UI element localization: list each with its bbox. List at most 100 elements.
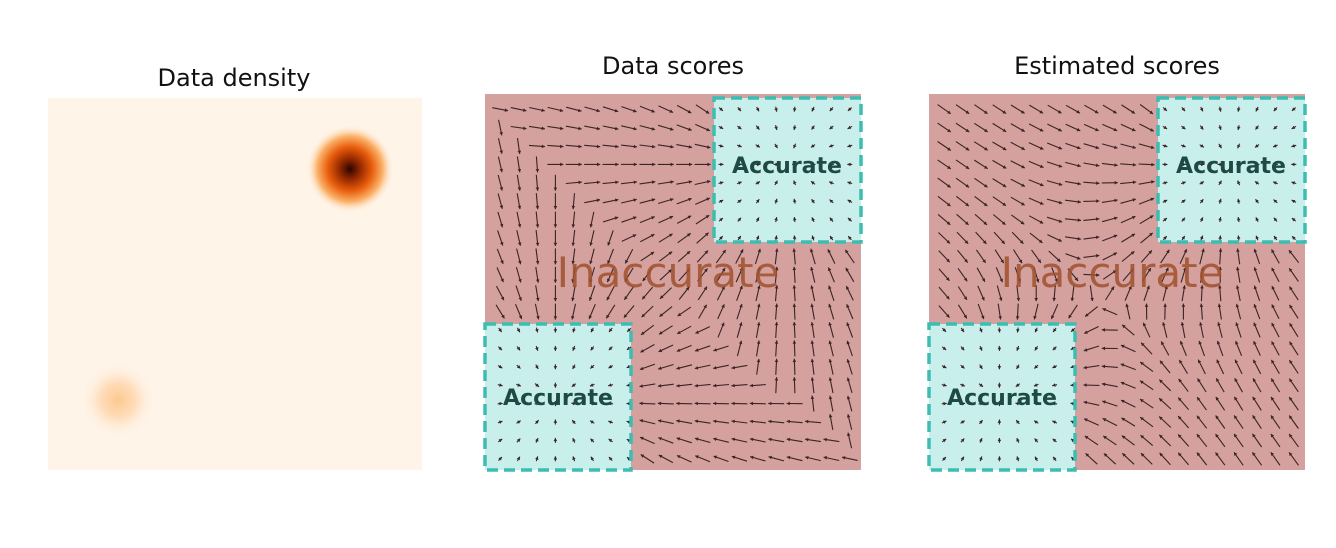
score-arrow-head — [979, 383, 983, 387]
score-arrow-head — [757, 303, 761, 308]
score-arrow-head — [1252, 415, 1256, 419]
score-arrow-head — [1159, 379, 1163, 384]
score-arrow-head — [719, 181, 724, 185]
score-arrow-head — [810, 248, 814, 253]
score-arrow-head — [792, 162, 796, 167]
score-arrow-head — [793, 198, 797, 203]
score-arrow-head — [774, 377, 779, 381]
score-arrow-head — [1289, 433, 1293, 438]
score-arrow-head — [1166, 249, 1170, 254]
score-arrow-head — [947, 184, 951, 188]
accurate-label-bottom-left: Accurate — [503, 386, 613, 411]
score-arrow-head — [963, 296, 967, 300]
score-arrow-head — [615, 180, 619, 185]
score-arrow-head — [792, 248, 796, 252]
accurate-region-top-right — [714, 98, 861, 242]
score-arrow-head — [694, 437, 699, 441]
score-arrow-head — [1085, 453, 1090, 457]
score-arrow-head — [829, 125, 834, 130]
score-arrow-head — [792, 358, 797, 363]
score-arrow-head — [572, 365, 576, 369]
score-arrow-head — [737, 199, 742, 204]
score-arrow-head — [578, 180, 582, 185]
score-arrow-head — [705, 110, 710, 114]
accurate-border-bottom-left — [927, 322, 1077, 472]
score-arrow-head — [810, 395, 815, 399]
score-arrow-head — [1102, 418, 1107, 422]
score-arrow-head — [713, 383, 717, 388]
score-arrow-head — [739, 285, 743, 290]
score-arrow-head — [828, 303, 832, 308]
score-arrow-head — [997, 347, 1002, 351]
score-arrow-head — [719, 236, 723, 240]
score-arrow-head — [755, 107, 760, 112]
score-arrow-head — [651, 180, 656, 184]
score-arrow-head — [757, 267, 761, 271]
score-arrow-head — [535, 242, 540, 246]
score-arrow-head — [535, 187, 540, 191]
score-arrow-head — [847, 217, 852, 222]
score-arrow-head — [984, 147, 988, 151]
score-arrow-head — [1076, 256, 1081, 260]
score-arrow-head — [1096, 273, 1100, 277]
score-arrow-head — [652, 162, 656, 167]
score-arrow-head — [1070, 297, 1075, 302]
score-arrow-head — [1110, 286, 1115, 291]
score-arrow-head — [614, 216, 619, 220]
score-arrow-head — [946, 295, 950, 300]
score-arrow-head — [707, 162, 711, 167]
score-arrow-head — [942, 364, 947, 369]
density-plot — [48, 98, 422, 470]
score-arrow-head — [847, 162, 851, 167]
score-arrow-head — [553, 347, 558, 351]
score-arrow-head — [553, 261, 558, 265]
score-arrow-head — [1200, 144, 1204, 148]
density-peak-small — [80, 362, 156, 438]
score-arrow-head — [792, 285, 797, 289]
score-arrow-head — [946, 240, 950, 244]
score-arrow-head — [499, 205, 504, 209]
score-arrow-head — [805, 437, 809, 442]
score-arrow-head — [504, 108, 509, 112]
estimated-scores-field: Accurate Accurate Inaccurate — [927, 94, 1307, 472]
score-arrow-head — [846, 304, 850, 308]
score-arrow-head — [749, 419, 754, 424]
score-arrow-head — [756, 181, 760, 185]
score-arrow-head — [658, 366, 662, 370]
score-arrow-head — [1083, 400, 1088, 405]
score-arrow-head — [500, 278, 504, 283]
score-arrow-head — [608, 457, 613, 461]
score-arrow-head — [606, 296, 610, 301]
inaccurate-label: Inaccurate — [557, 248, 780, 297]
score-arrow-head — [811, 217, 815, 221]
score-arrow-head — [1291, 125, 1296, 129]
score-arrow-head — [1034, 328, 1039, 333]
score-arrow-head — [984, 165, 988, 169]
score-arrow-head — [651, 216, 655, 220]
score-arrow-head — [775, 248, 779, 252]
score-arrow-head — [757, 162, 761, 167]
panel-title-density: Data density — [157, 64, 311, 92]
score-arrow-head — [553, 456, 558, 460]
score-arrow-head — [1068, 314, 1072, 319]
score-arrow-head — [1199, 217, 1204, 221]
score-arrow-head — [668, 269, 672, 273]
score-arrow-head — [1077, 200, 1081, 204]
score-arrow-head — [571, 315, 575, 320]
score-arrow-head — [1054, 278, 1058, 283]
score-arrow-head — [553, 224, 558, 228]
score-arrow-head — [1016, 365, 1020, 369]
score-arrow-head — [1131, 233, 1135, 238]
score-arrow-head — [535, 224, 540, 228]
score-arrow-head — [722, 249, 726, 254]
score-arrow-head — [659, 313, 664, 317]
score-arrow-head — [810, 285, 814, 289]
score-arrow-head — [1164, 285, 1168, 289]
score-arrow-head — [1037, 259, 1041, 263]
score-arrow-head — [571, 279, 575, 283]
score-arrow-head — [553, 279, 558, 283]
score-arrow-head — [535, 169, 540, 173]
score-arrow-head — [516, 456, 520, 461]
score-arrow-head — [961, 383, 965, 387]
score-arrow-head — [1289, 323, 1293, 327]
